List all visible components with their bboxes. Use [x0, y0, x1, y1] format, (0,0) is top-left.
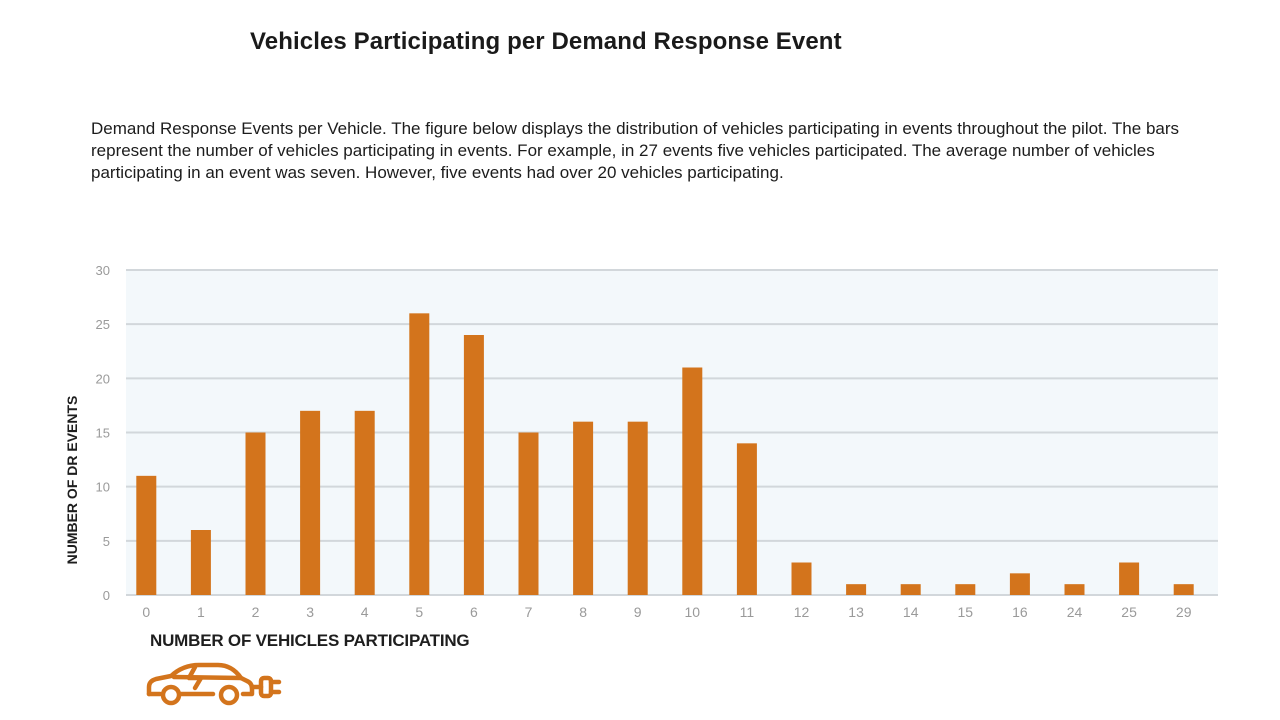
bar — [682, 367, 703, 595]
chart-title: Vehicles Participating per Demand Respon… — [250, 28, 842, 55]
y-tick-label: 10 — [96, 480, 110, 495]
bar — [190, 530, 211, 595]
x-tick-label: 4 — [361, 604, 369, 620]
bar — [955, 584, 976, 595]
y-axis-label: NUMBER OF DR EVENTS — [64, 395, 80, 565]
bar — [1009, 573, 1030, 595]
x-tick-label: 3 — [306, 604, 314, 620]
y-tick-label: 15 — [96, 426, 110, 441]
bar — [136, 475, 157, 595]
bar — [518, 432, 539, 595]
x-tick-label: 2 — [252, 604, 260, 620]
x-tick-label: 8 — [579, 604, 587, 620]
x-tick-label: 1 — [197, 604, 205, 620]
x-tick-label: 12 — [794, 604, 810, 620]
bar — [354, 410, 375, 595]
x-tick-label: 16 — [1012, 604, 1028, 620]
bar — [1064, 584, 1085, 595]
plot-area — [126, 270, 1218, 595]
bar — [245, 432, 266, 595]
y-tick-label: 30 — [96, 263, 110, 278]
y-tick-label: 5 — [103, 534, 110, 549]
x-tick-label: 15 — [958, 604, 974, 620]
bar — [1173, 584, 1194, 595]
ev-car-plug-icon — [143, 660, 283, 717]
y-tick-label: 25 — [96, 317, 110, 332]
x-tick-label: 13 — [848, 604, 864, 620]
bar — [573, 421, 594, 595]
x-tick-label: 0 — [142, 604, 150, 620]
x-tick-label: 29 — [1176, 604, 1192, 620]
bar — [627, 421, 648, 595]
x-tick-label: 14 — [903, 604, 919, 620]
bar — [846, 584, 867, 595]
y-tick-label: 20 — [96, 371, 110, 386]
x-tick-label: 10 — [685, 604, 701, 620]
chart-description: Demand Response Events per Vehicle. The … — [91, 119, 1180, 182]
x-tick-label: 11 — [740, 604, 755, 620]
x-tick-label: 9 — [634, 604, 642, 620]
bar — [736, 443, 757, 595]
bar — [463, 335, 484, 595]
x-tick-label: 6 — [470, 604, 478, 620]
bar — [791, 562, 812, 595]
x-axis-label: NUMBER OF VEHICLES PARTICIPATING — [150, 631, 470, 650]
bar — [300, 410, 321, 595]
x-tick-label: 5 — [415, 604, 423, 620]
x-tick-label: 24 — [1067, 604, 1083, 620]
x-tick-label: 25 — [1121, 604, 1137, 620]
bar — [409, 313, 430, 595]
bar — [900, 584, 921, 595]
x-tick-label: 7 — [525, 604, 533, 620]
y-tick-label: 0 — [103, 588, 110, 603]
bar — [1119, 562, 1140, 595]
